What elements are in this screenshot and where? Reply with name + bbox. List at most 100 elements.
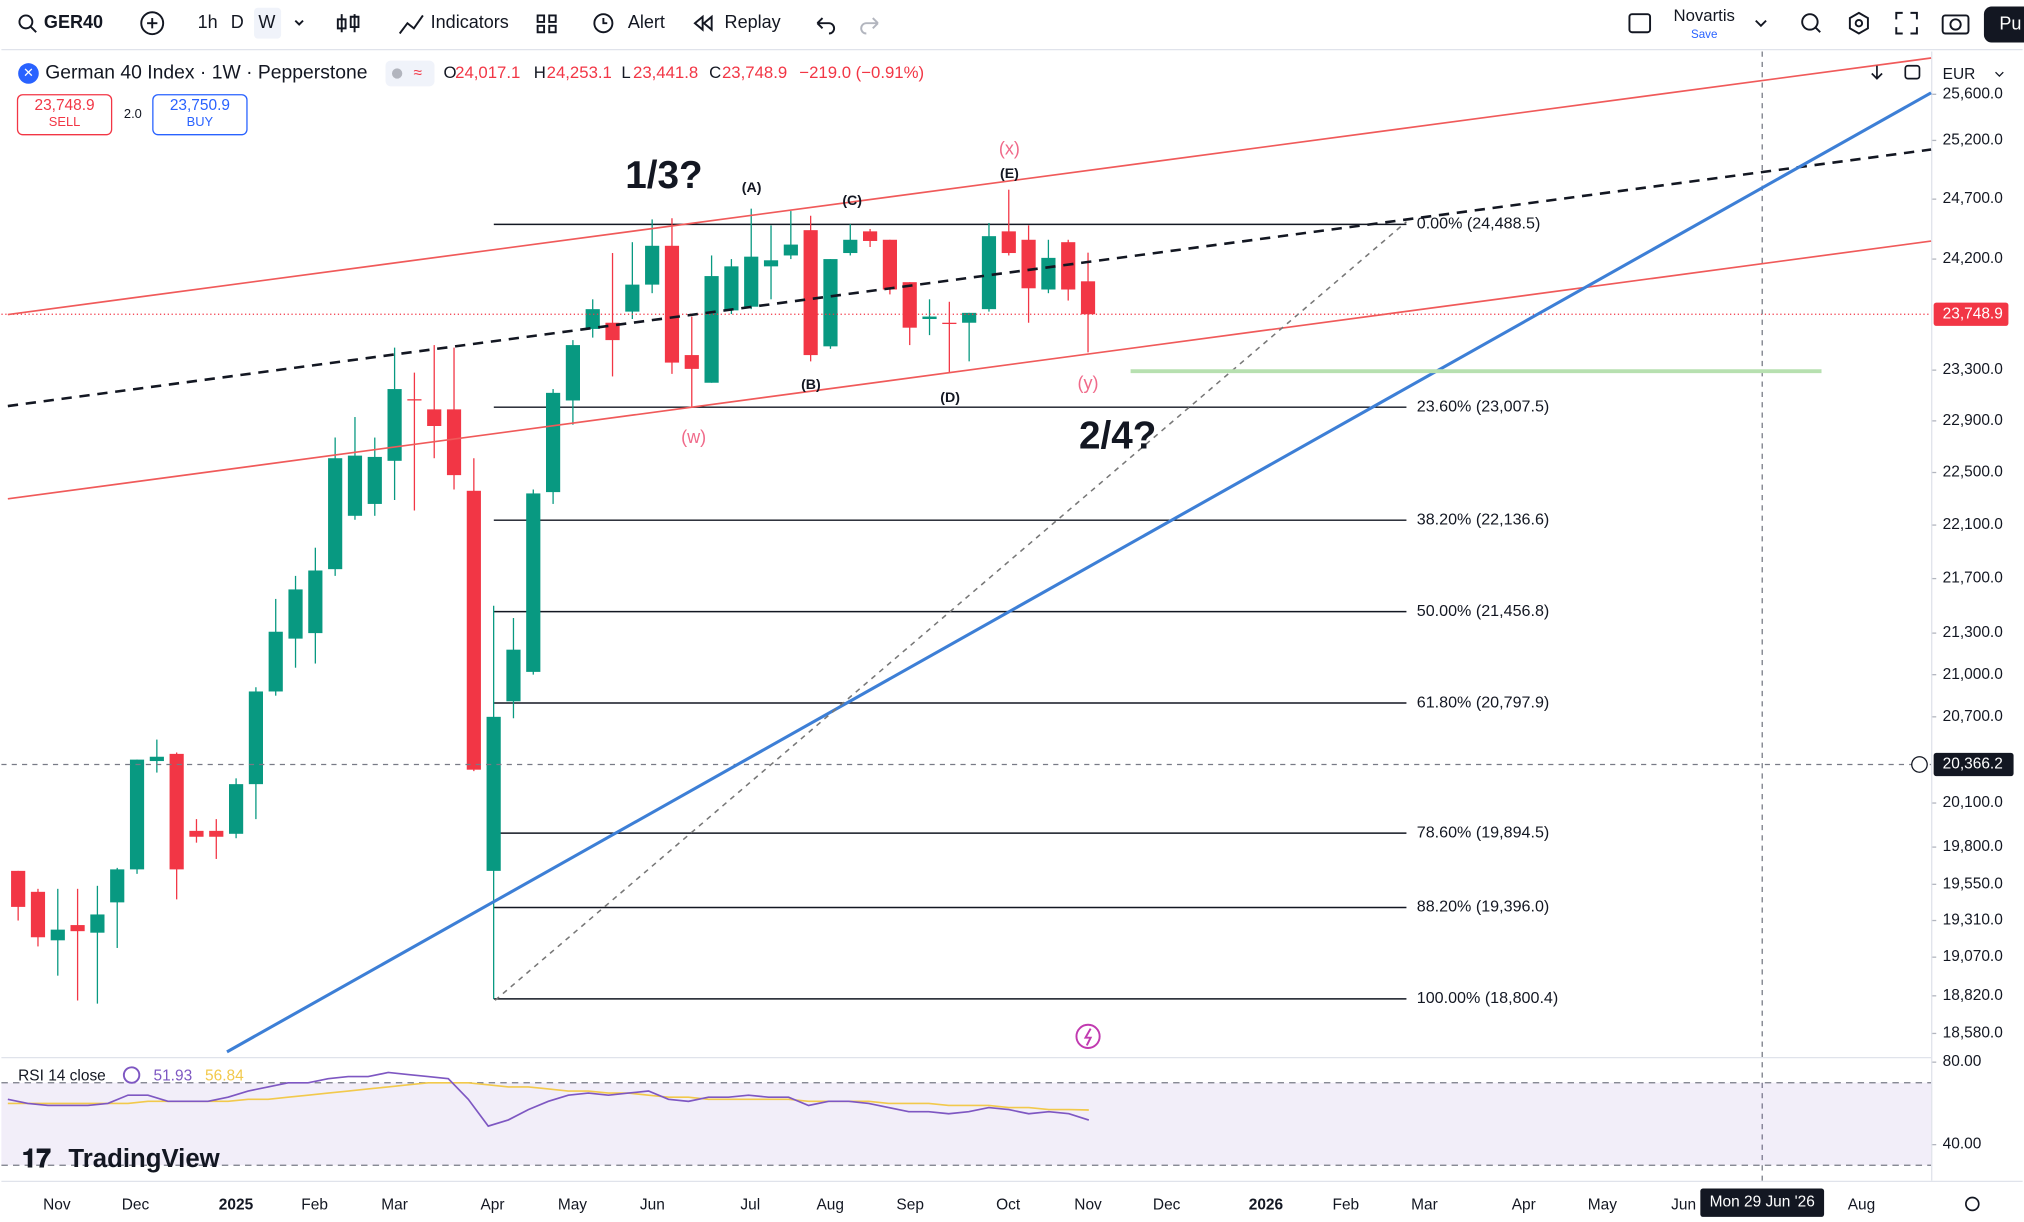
candle-body (1041, 257, 1056, 290)
branding: TradingView (68, 1145, 220, 1173)
quick-search-icon[interactable] (1801, 13, 1819, 31)
add-symbol-icon[interactable] (140, 11, 165, 36)
fullscreen-icon[interactable] (1895, 11, 1918, 35)
indicators-button[interactable]: Indicators (431, 12, 509, 32)
candle-body (625, 284, 640, 312)
maximize-button[interactable] (1904, 64, 1921, 80)
x-tick-label: Dec (122, 1196, 150, 1213)
x-tick-label: 2026 (1249, 1196, 1284, 1213)
interval[interactable]: W (258, 12, 275, 32)
x-tick-label: May (1588, 1196, 1617, 1213)
currency-menu[interactable] (1995, 71, 2004, 77)
fib-label: 23.60% (23,007.5) (1417, 397, 1550, 415)
indicators-icon[interactable] (398, 14, 424, 35)
ohlc-value: 23,748.9 (722, 63, 787, 82)
sell-label[interactable]: SELL (49, 114, 81, 129)
undo-icon[interactable] (816, 17, 836, 35)
legend-title[interactable]: German 40 Index · 1W · Pepperstone (45, 63, 367, 84)
currency[interactable]: EUR (1943, 66, 1976, 83)
y-tick-label: 20,100.0 (1943, 794, 2003, 811)
candle-body (546, 392, 561, 493)
x-tick-label: 2025 (219, 1196, 254, 1213)
channel-upper[interactable] (7, 57, 1932, 316)
candle-body (387, 389, 402, 461)
y-tick-label: 80.00 (1943, 1053, 1982, 1070)
wave-label: (w) (681, 427, 706, 447)
templates-icon[interactable] (536, 14, 557, 34)
alert-button[interactable]: Alert (628, 12, 665, 32)
layout-menu[interactable] (1755, 19, 1767, 28)
candle-body (744, 256, 759, 307)
rsi-line (7, 1071, 1090, 1128)
candle-body (585, 309, 600, 329)
x-tick-label: May (558, 1196, 587, 1213)
sell-price[interactable]: 23,748.9 (34, 97, 94, 114)
buy-price[interactable]: 23,750.9 (170, 97, 230, 114)
redo-icon[interactable] (860, 17, 879, 35)
currency-box[interactable] (1934, 59, 2013, 88)
x-tick-label: Oct (996, 1196, 1021, 1213)
y-tick-label: 21,300.0 (1943, 624, 2003, 641)
candle-body (783, 244, 798, 256)
publish-label[interactable]: Pu (1999, 13, 2021, 33)
channel-lower[interactable] (7, 240, 1932, 500)
x-tick-label: Feb (1333, 1196, 1360, 1213)
y-tick-label: 19,310.0 (1943, 912, 2003, 929)
chart-type-icon[interactable] (336, 14, 360, 33)
axis-settings[interactable] (1965, 1196, 1980, 1212)
layout-icon[interactable] (1628, 13, 1652, 34)
fib-trend[interactable] (494, 221, 1407, 1001)
interval[interactable]: D (231, 12, 244, 32)
replay-button[interactable]: Replay (725, 12, 781, 32)
plot-area (1, 51, 1937, 1181)
wave-label: (D) (940, 390, 960, 406)
candle-body (308, 570, 323, 634)
candle-body (843, 239, 858, 254)
wave-label: (A) (742, 180, 762, 196)
search-icon[interactable] (18, 14, 34, 30)
wave-label: 2/4? (1079, 414, 1156, 457)
alert-icon[interactable] (593, 13, 614, 34)
candle-body (229, 784, 244, 834)
candle-body (486, 716, 501, 871)
layout-name[interactable]: Novartis (1673, 6, 1734, 25)
x-tick-label: Feb (301, 1196, 328, 1213)
buy-label[interactable]: BUY (187, 114, 214, 129)
blue-trend[interactable] (226, 91, 1932, 1054)
fib-label: 78.60% (19,894.5) (1417, 823, 1550, 841)
y-tick-label: 25,600.0 (1943, 85, 2003, 102)
x-tick-label: Apr (480, 1196, 504, 1213)
buy-button[interactable] (152, 94, 248, 136)
candle-body (446, 409, 462, 476)
replay-icon[interactable] (693, 14, 713, 32)
candle-body (605, 322, 620, 341)
candle-body (110, 869, 125, 903)
x-tick-label: Aug (816, 1196, 844, 1213)
event-icon[interactable] (1075, 1023, 1101, 1049)
candle-body (902, 282, 917, 328)
candle-body (288, 589, 303, 639)
y-tick-label: 22,500.0 (1943, 464, 2003, 481)
settings-icon[interactable] (1848, 11, 1869, 35)
sell-button[interactable] (16, 94, 113, 136)
legend-toggle[interactable] (385, 60, 435, 87)
change: −219.0 (−0.91%) (799, 63, 924, 82)
y-tick-label: 18,580.0 (1943, 1025, 2003, 1042)
candle-body (90, 914, 105, 933)
symbol-logo-mark: ✕ (23, 65, 34, 80)
layout-status: Save (1691, 28, 1717, 41)
interval-menu[interactable] (294, 19, 304, 26)
publish-button[interactable] (1983, 6, 2024, 43)
symbol[interactable]: GER40 (44, 12, 103, 32)
candle-body (347, 455, 363, 516)
interval[interactable]: 1h (198, 12, 218, 32)
candle-body (863, 231, 878, 241)
screenshot-icon[interactable] (1941, 14, 1970, 35)
candle-body (466, 490, 481, 770)
fib-label: 0.00% (24,488.5) (1417, 215, 1541, 233)
dashed-trend[interactable] (7, 148, 1932, 408)
scroll-button[interactable] (1871, 65, 1883, 80)
candle-body (882, 239, 897, 290)
ohlc-key: O (444, 63, 457, 82)
